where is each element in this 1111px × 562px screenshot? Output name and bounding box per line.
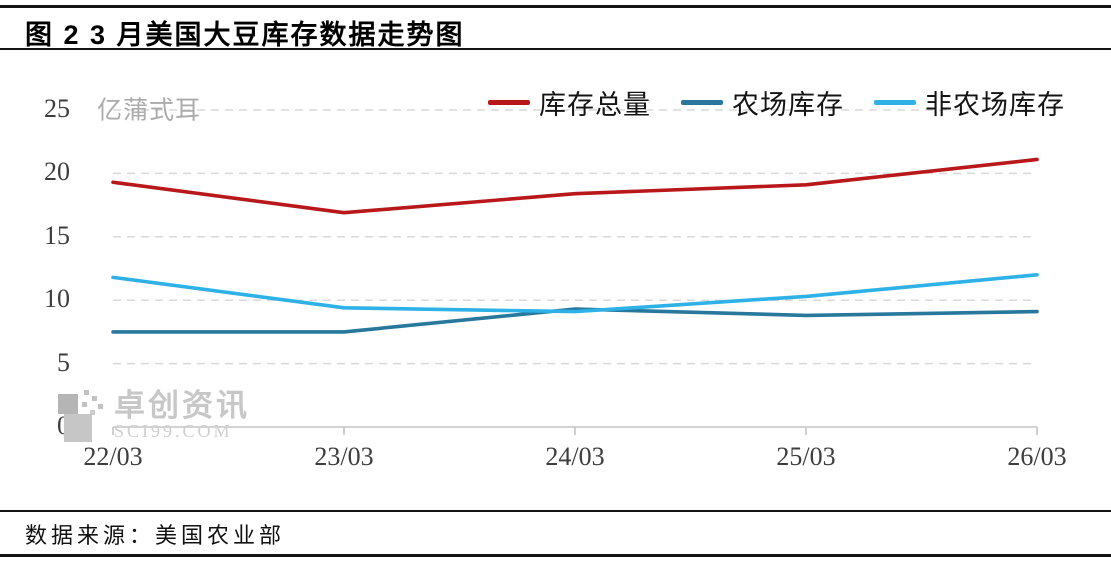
y-tick-label-10: 10: [44, 284, 70, 314]
legend-swatch-icon: [681, 99, 723, 105]
line-chart: 亿蒲式耳 0 5 10 15 20 25 22/03 23/03 24/03 25/03 26/0…: [0, 60, 1111, 505]
x-tick-label-24/03: 24/03: [545, 442, 605, 471]
legend-item-农场库存: 农场库存: [681, 83, 844, 122]
y-tick-label-5: 5: [57, 347, 70, 377]
legend-swatch-icon: [488, 99, 530, 105]
chart-legend: 库存总量 农场库存 非农场库存: [488, 82, 1065, 122]
x-tick-label-23/03: 23/03: [314, 442, 374, 471]
legend-swatch-icon: [874, 99, 916, 105]
series-line-农场库存: [111, 307, 1039, 334]
bottom-border-rule: [0, 554, 1111, 557]
y-tick-label-25: 25: [44, 93, 70, 123]
top-border-rule: [0, 5, 1111, 8]
x-tick-label-22/03: 22/03: [83, 442, 143, 471]
legend-item-库存总量: 库存总量: [488, 83, 651, 122]
figure-title: 图 2 3 月美国大豆库存数据走势图: [25, 20, 465, 50]
series-line-非农场库存: [111, 273, 1039, 314]
series-line-库存总量: [111, 157, 1039, 215]
y-tick-label-15: 15: [44, 220, 70, 250]
data-source-text: 数据来源：美国农业部: [25, 523, 286, 548]
plot-area: [111, 109, 1039, 435]
legend-item-非农场库存: 非农场库存: [874, 83, 1065, 122]
legend-label: 非农场库存: [925, 89, 1065, 120]
x-tick-label-26/03: 26/03: [1007, 442, 1067, 471]
source-divider-rule: [0, 510, 1111, 512]
x-tick-label-25/03: 25/03: [776, 442, 836, 471]
y-tick-label-20: 20: [44, 157, 70, 187]
y-tick-label-0: 0: [57, 410, 70, 440]
title-divider-rule: [0, 48, 1111, 50]
legend-label: 农场库存: [732, 89, 844, 120]
y-axis-unit-label: 亿蒲式耳: [97, 97, 202, 125]
legend-label: 库存总量: [539, 89, 651, 120]
